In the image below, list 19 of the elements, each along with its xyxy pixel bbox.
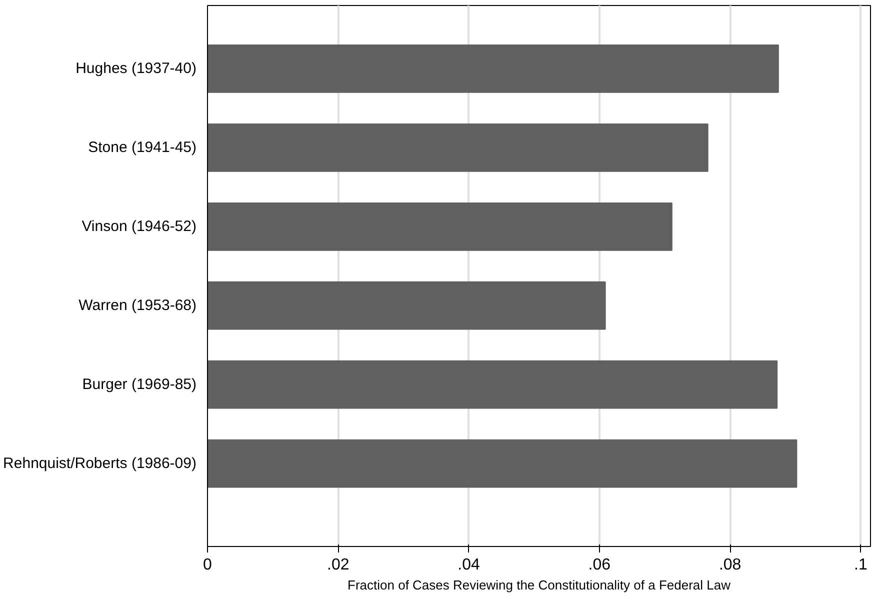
bar [208,281,606,330]
y-tick-label: Vinson (1946-52) [82,218,197,236]
y-tick-label: Hughes (1937-40) [76,60,197,78]
bar [208,439,798,488]
y-tick-label: Burger (1969-85) [82,376,197,394]
x-tick-label: .04 [458,556,480,574]
bar [208,123,708,172]
y-tick-label: Rehnquist/Roberts (1986-09) [3,455,197,472]
bar [208,44,779,93]
x-tick-label: .02 [327,556,350,574]
x-tick-label: .1 [854,556,868,574]
bar [208,202,672,251]
x-tick-label: 0 [203,556,212,574]
bar [208,360,778,409]
x-axis-title: Fraction of Cases Reviewing the Constitutionality of a Federal Law [348,578,732,592]
y-tick-label: Warren (1953-68) [78,297,197,314]
x-tick-label: .08 [718,556,742,574]
x-tick-label: .06 [588,556,611,574]
y-tick-label: Stone (1941-45) [88,139,197,156]
